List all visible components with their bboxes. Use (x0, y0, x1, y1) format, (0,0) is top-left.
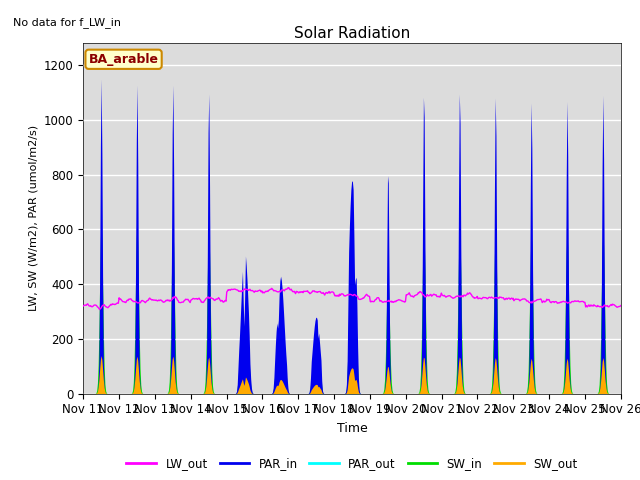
Y-axis label: LW, SW (W/m2), PAR (umol/m2/s): LW, SW (W/m2), PAR (umol/m2/s) (28, 125, 38, 312)
Title: Solar Radiation: Solar Radiation (294, 25, 410, 41)
Legend: LW_out, PAR_in, PAR_out, SW_in, SW_out: LW_out, PAR_in, PAR_out, SW_in, SW_out (122, 452, 582, 475)
X-axis label: Time: Time (337, 422, 367, 435)
Text: No data for f_LW_in: No data for f_LW_in (13, 17, 121, 28)
Text: BA_arable: BA_arable (88, 53, 159, 66)
